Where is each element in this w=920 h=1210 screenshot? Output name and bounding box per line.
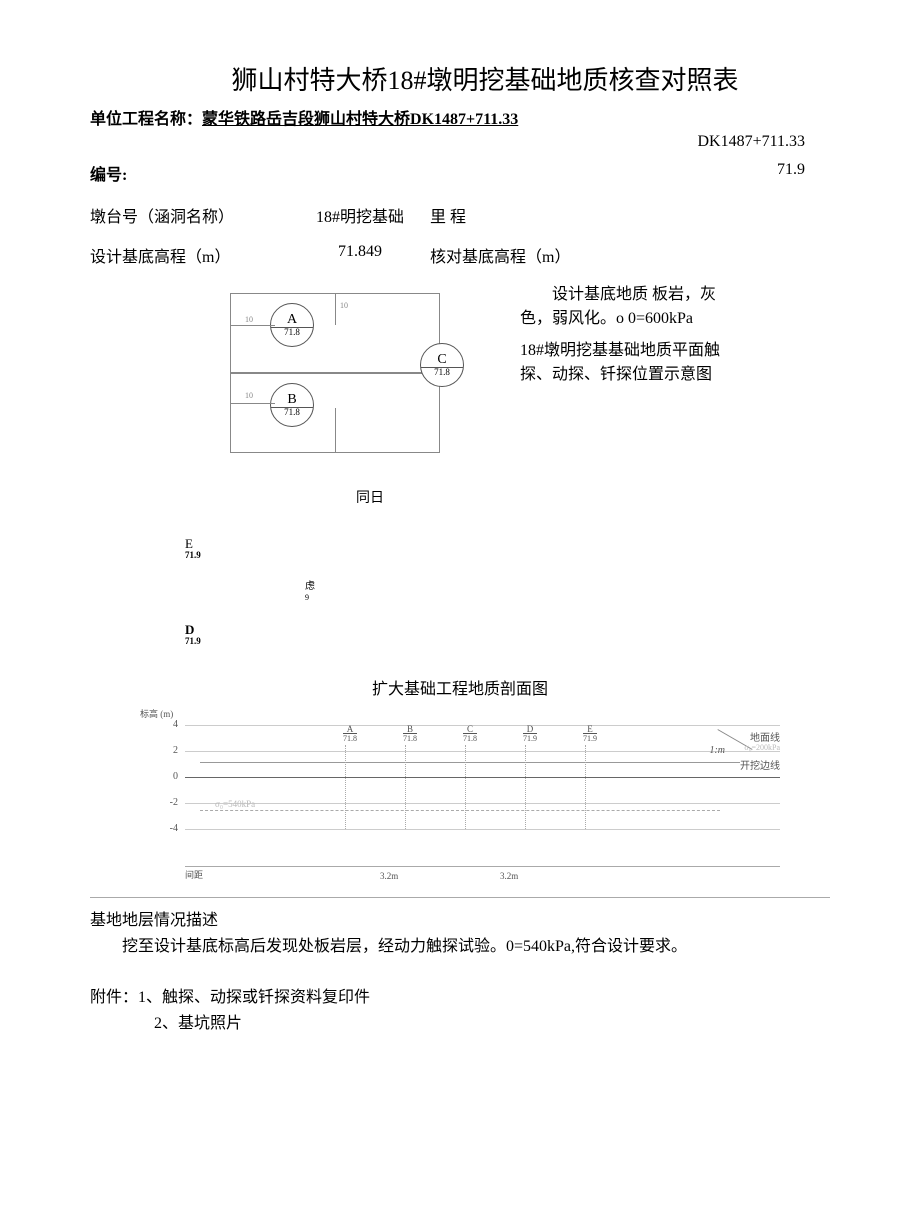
- point-b-label: B: [271, 392, 313, 407]
- excavation-line: [200, 762, 740, 763]
- vline: [525, 745, 526, 829]
- point-e-value: 71.9: [185, 551, 830, 561]
- info-row: 设计基底高程（m） 71.849 核对基底高程（m）: [90, 243, 830, 267]
- point-c-circle: C 71.8: [420, 343, 464, 387]
- sigma-main: σ₀=540kPa: [215, 799, 255, 809]
- right-text-block: 设计基底地质 板岩，灰色，弱风化。o 0=600kPa 18#墩明挖基基础地质平…: [520, 283, 740, 483]
- point-d-value: 71.9: [185, 637, 830, 647]
- ground-line-label: 地面线: [750, 729, 780, 744]
- diagram-caption: 18#墩明挖基基础地质平面触探、动探、钎探位置示意图: [520, 339, 740, 387]
- info-table: 墩台号（涵洞名称） 18#明挖基础 里 程 设计基底高程（m） 71.849 核…: [90, 203, 830, 267]
- info-row: 墩台号（涵洞名称） 18#明挖基础 里 程: [90, 203, 830, 227]
- vline: [465, 745, 466, 829]
- point-c-value: 71.8: [421, 367, 463, 378]
- mid-char: 虑9: [305, 581, 830, 603]
- design-elev-label: 设计基底高程（m）: [90, 243, 290, 267]
- excavation-line-label: 开挖边线: [740, 757, 780, 772]
- x-axis: 间距 3.2m 3.2m: [140, 866, 780, 867]
- serial-row: 编号: 71.9: [90, 161, 830, 185]
- design-elev-value: 71.849: [290, 243, 430, 267]
- attachment-line-2: 2、基坑照片: [90, 1011, 830, 1037]
- serial-label: 编号:: [90, 161, 127, 185]
- slope-label: 1:m: [709, 745, 725, 756]
- profile-point-e: E71.9: [575, 725, 605, 744]
- point-c-label: C: [421, 352, 463, 367]
- sigma-faint: σ₀=200kPa: [744, 743, 780, 752]
- attachment-line-1: 附件：1、触探、动探或钎探资料复印件: [90, 985, 830, 1011]
- y-tick: 2: [158, 745, 178, 756]
- x-spacing: 3.2m: [500, 871, 518, 881]
- dim-line: [230, 325, 275, 326]
- vline: [585, 745, 586, 829]
- x-axis-label: 间距: [185, 868, 203, 881]
- point-d-label: D: [185, 623, 830, 637]
- point-e-label: E: [185, 537, 830, 551]
- page-title: 狮山村特大桥18#墩明挖基础地质核查对照表: [140, 60, 830, 97]
- same-day-label: 同日: [270, 487, 470, 507]
- point-a-circle: A 71.8: [270, 303, 314, 347]
- y-tick: 0: [158, 771, 178, 782]
- footer-section: 基地地层情况描述 挖至设计基底标高后发现处板岩层，经动力触探试验。0=540kP…: [90, 897, 830, 1036]
- grid-line-zero: [185, 777, 780, 778]
- grid-line: [185, 829, 780, 830]
- subtitle-row: 单位工程名称：蒙华铁路岳吉段狮山村特大桥DK1487+711.33: [90, 105, 830, 129]
- dk-value: DK1487+711.33: [90, 133, 805, 151]
- dim-line: [230, 403, 275, 404]
- diagram-section: A 71.8 B 71.8 C 71.8 10 10 10 设计基底地质 板岩，…: [90, 283, 830, 483]
- profile-chart: 标高 (m) 4 2 0 -2 -4 A71.8 B71.8 C71.8 D71…: [140, 707, 780, 867]
- y-tick: 4: [158, 719, 178, 730]
- divider: [90, 897, 830, 898]
- design-geology-text: 设计基底地质 板岩，灰色，弱风化。o 0=600kPa: [520, 283, 740, 331]
- dim-text: 10: [245, 315, 253, 324]
- design-line: [200, 810, 720, 811]
- grid-line: [185, 803, 780, 804]
- y-tick: -4: [158, 823, 178, 834]
- point-b-value: 71.8: [271, 407, 313, 418]
- dim-line: [335, 408, 336, 453]
- serial-value: 71.9: [777, 161, 805, 185]
- y-tick: -2: [158, 797, 178, 808]
- point-b-circle: B 71.8: [270, 383, 314, 427]
- vline: [405, 745, 406, 829]
- check-elev-label: 核对基底高程（m）: [430, 243, 610, 267]
- profile-point-a: A71.8: [335, 725, 365, 744]
- point-a-value: 71.8: [271, 327, 313, 338]
- profile-point-c: C71.8: [455, 725, 485, 744]
- profile-point-b: B71.8: [395, 725, 425, 744]
- profile-point-d: D71.9: [515, 725, 545, 744]
- subtitle-label: 单位工程名称：: [90, 111, 202, 128]
- dim-text: 10: [340, 301, 348, 310]
- x-spacing: 3.2m: [380, 871, 398, 881]
- stratum-description-text: 挖至设计基底标高后发现处板岩层，经动力触探试验。0=540kPa,符合设计要求。: [90, 934, 830, 960]
- mileage-label: 里 程: [430, 203, 610, 227]
- vline: [345, 745, 346, 829]
- pier-value: 18#明挖基础: [290, 203, 430, 227]
- grid-line: [185, 751, 780, 752]
- profile-title: 扩大基础工程地质剖面图: [90, 675, 830, 699]
- subtitle-value: 蒙华铁路岳吉段狮山村特大桥DK1487+711.33: [202, 111, 518, 128]
- e-d-block: E 71.9 虑9 D 71.9: [185, 537, 830, 647]
- pier-label: 墩台号（涵洞名称）: [90, 203, 290, 227]
- dim-text: 10: [245, 391, 253, 400]
- plan-view-diagram: A 71.8 B 71.8 C 71.8 10 10 10: [150, 283, 510, 483]
- dim-line: [335, 293, 336, 325]
- stratum-description-label: 基地地层情况描述: [90, 908, 830, 934]
- point-a-label: A: [271, 312, 313, 327]
